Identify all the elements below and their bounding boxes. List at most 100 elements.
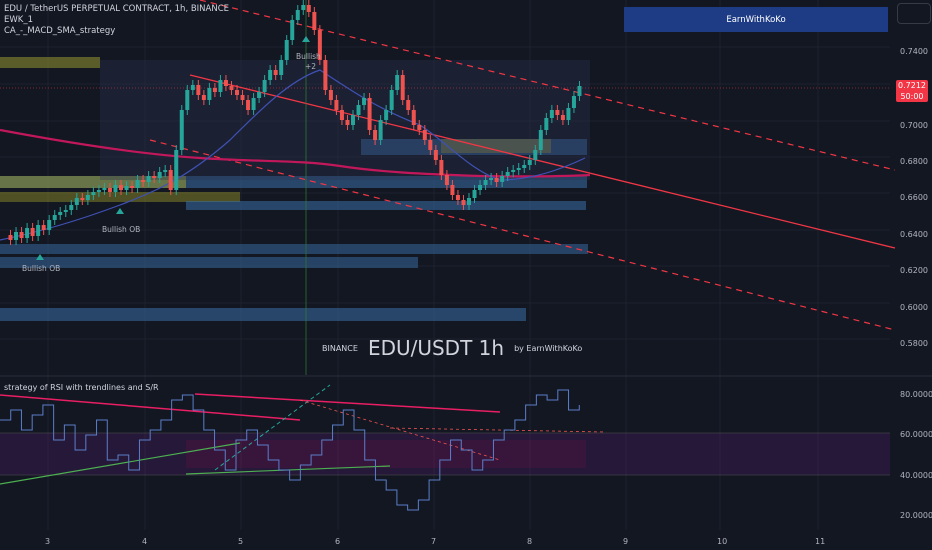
watermark-title: EDU/USDT 1h: [367, 336, 505, 360]
candle: [262, 80, 267, 92]
candle: [284, 40, 289, 60]
candle: [207, 88, 212, 100]
candle: [544, 118, 549, 130]
candle: [185, 90, 190, 110]
trendline: [189, 74, 896, 249]
candle: [339, 110, 344, 120]
indicator-ewk[interactable]: EWK_1: [4, 15, 34, 25]
zone-yellow-2: [0, 192, 240, 202]
chart-watermark: BINANCE EDU/USDT 1h by EarnWithKoKo: [322, 336, 582, 360]
candle: [91, 192, 96, 195]
candle: [516, 168, 521, 170]
candle: [240, 95, 245, 100]
candle: [223, 80, 228, 86]
chart-legend: EDU / TetherUS PERPETUAL CONTRACT, 1h, B…: [4, 4, 229, 37]
rsi-axis[interactable]: 80.0000 60.0000 40.0000 20.0000: [890, 376, 932, 536]
candle: [367, 98, 372, 130]
candle: [124, 186, 129, 190]
bullish-ob-label: Bullish OB: [22, 264, 61, 273]
watermark-author: by EarnWithKoKo: [514, 343, 583, 353]
candle: [323, 60, 328, 90]
candle: [511, 170, 516, 172]
candle: [560, 115, 565, 120]
candle: [362, 98, 367, 105]
rsi-trend-2: [194, 393, 501, 413]
time-tick: 9: [623, 537, 629, 546]
candle: [356, 105, 361, 115]
candle: [328, 90, 333, 100]
candle: [533, 150, 538, 160]
candle: [36, 225, 41, 236]
candle: [483, 180, 488, 185]
price-tick: 0.6200: [900, 266, 928, 275]
candle: [196, 85, 201, 95]
rsi-inner-band: [186, 440, 586, 468]
candle: [268, 70, 273, 80]
brand-banner: EarnWithKoKo: [624, 7, 888, 32]
indicator-macd[interactable]: CA_-_MACD_SMA_strategy: [4, 26, 116, 36]
zone-blue-5: [0, 257, 418, 268]
candle: [566, 108, 571, 120]
candle: [74, 198, 79, 205]
bullish-ob-marker-1: [116, 208, 124, 214]
candle: [467, 198, 471, 205]
candle: [422, 130, 427, 140]
time-tick: 11: [815, 537, 826, 546]
candle: [406, 100, 411, 110]
candle: [8, 235, 13, 240]
candle: [334, 100, 339, 110]
rsi-pane-title[interactable]: strategy of RSI with trendlines and S/R: [4, 383, 159, 392]
candle: [14, 232, 19, 240]
time-tick: 7: [431, 537, 437, 546]
rsi-trend-3: [0, 442, 241, 485]
time-tick: 4: [142, 537, 148, 546]
candle: [351, 115, 355, 125]
candle: [273, 70, 278, 75]
rsi-line: [0, 389, 580, 511]
ma-fast: [0, 69, 586, 241]
rsi-tick: 80.0000: [900, 390, 932, 399]
candle: [135, 180, 140, 188]
candle: [577, 86, 582, 96]
rsi-trend-1: [0, 394, 301, 421]
candle: [69, 205, 74, 210]
candle: [152, 176, 157, 178]
candle: [417, 125, 422, 130]
channel-bottom: [149, 139, 896, 331]
candle: [389, 90, 394, 110]
rsi-tick: 20.0000: [900, 511, 932, 520]
price-axis[interactable]: 0.7400 0.7000 0.6800 0.6600 0.6400 0.620…: [890, 0, 932, 375]
candle: [85, 195, 90, 200]
candle: [395, 75, 400, 90]
candle: [301, 5, 306, 10]
candle: [461, 200, 466, 205]
candle: [549, 110, 554, 118]
candle: [439, 160, 444, 175]
candle: [218, 80, 223, 92]
candle: [235, 90, 239, 95]
candle: [251, 98, 256, 110]
candle: [433, 150, 438, 160]
candle: [157, 172, 162, 178]
zone-blue-4: [0, 244, 588, 254]
candle: [201, 95, 206, 100]
candle: [52, 215, 57, 220]
candle: [47, 220, 52, 230]
candle: [317, 30, 322, 60]
candle: [384, 110, 389, 120]
zone-blue-6: [0, 308, 526, 321]
candle: [527, 160, 532, 165]
chart-settings-button[interactable]: [897, 3, 931, 24]
zone-yellow-3: [441, 139, 551, 153]
supply-zone: [0, 57, 100, 68]
candle-countdown: 50:00: [900, 92, 924, 101]
bullish-top-sublabel: +2: [305, 62, 317, 71]
candle: [411, 110, 416, 125]
rsi-dash-1: [214, 384, 331, 471]
candle: [489, 178, 494, 180]
watermark-exchange: BINANCE: [322, 343, 358, 353]
cloud-zone: [100, 60, 590, 180]
candle: [102, 188, 107, 190]
bullish-ob-marker-2: [36, 254, 44, 260]
